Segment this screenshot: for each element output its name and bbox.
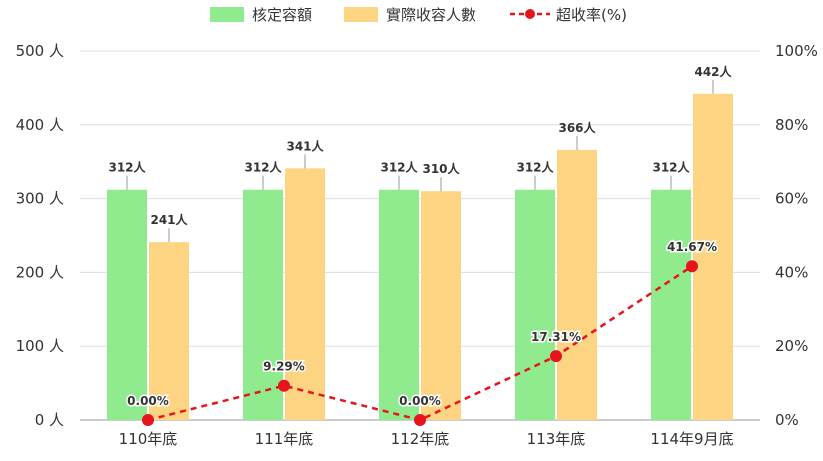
bar-data-label: 366人 — [558, 120, 596, 135]
right-tick-label: 80% — [775, 116, 808, 134]
left-tick-label: 300 人 — [16, 190, 64, 208]
bar-data-label: 312人 — [244, 160, 282, 175]
x-tick-label: 114年9月底 — [650, 430, 733, 448]
legend: 核定容額 實際收容人數 超收率(%) — [210, 6, 627, 24]
bar — [651, 189, 691, 420]
bar-data-label: 312人 — [516, 160, 554, 175]
overflow-rate-point — [686, 260, 698, 273]
overflow-rate-point — [414, 414, 426, 426]
bar — [379, 189, 419, 420]
grid — [80, 50, 760, 421]
legend-label: 實際收容人數 — [386, 6, 476, 24]
bars — [107, 93, 733, 420]
bar — [515, 189, 555, 420]
bar-data-label: 442人 — [694, 64, 732, 79]
x-tick-label: 111年底 — [255, 430, 314, 448]
overflow-rate-line: 0.00% 9.29% 0.00% 17.31% 41.67% — [126, 239, 718, 426]
x-axis: 110年底 111年底 112年底 113年底 114年9月底 — [119, 430, 734, 448]
right-tick-label: 20% — [775, 337, 808, 355]
bar — [285, 168, 325, 420]
x-tick-label: 112年底 — [391, 430, 450, 448]
bar-data-label: 312人 — [108, 160, 146, 175]
left-tick-label: 0 人 — [35, 411, 64, 429]
left-axis: 0 人 100 人 200 人 300 人 400 人 500 人 — [16, 42, 64, 429]
bar — [107, 189, 147, 420]
legend-swatch — [344, 7, 378, 22]
x-tick-label: 110年底 — [119, 430, 178, 448]
left-tick-label: 200 人 — [16, 263, 64, 281]
bar — [243, 189, 283, 420]
overflow-rate-label: 41.67% — [667, 240, 717, 254]
legend-label: 核定容額 — [252, 6, 312, 24]
x-tick-label: 113年底 — [527, 430, 586, 448]
left-tick-label: 100 人 — [16, 337, 64, 355]
right-tick-label: 100% — [775, 42, 818, 60]
bar — [149, 242, 189, 420]
overflow-rate-point — [550, 350, 562, 363]
right-tick-label: 40% — [775, 263, 808, 281]
right-tick-label: 0% — [775, 411, 799, 429]
right-tick-label: 60% — [775, 190, 808, 208]
label-leaders — [126, 79, 714, 243]
left-tick-label: 500 人 — [16, 42, 64, 60]
overflow-rate-point — [142, 414, 154, 426]
bar-data-label: 312人 — [380, 160, 418, 175]
overflow-rate-point — [278, 379, 290, 392]
bar — [421, 191, 461, 420]
bar-data-label: 341人 — [286, 138, 324, 153]
overflow-rate-label: 0.00% — [399, 394, 441, 408]
legend-marker — [525, 9, 535, 19]
overflow-rate-label: 9.29% — [263, 360, 305, 374]
legend-swatch — [210, 7, 244, 22]
bar — [557, 149, 597, 420]
legend-label: 超收率(%) — [556, 6, 627, 24]
bar-data-label: 241人 — [150, 212, 188, 227]
bar-data-label: 312人 — [652, 160, 690, 175]
bar — [693, 93, 733, 420]
overflow-rate-label: 17.31% — [531, 330, 581, 344]
right-axis: 0% 20% 40% 60% 80% 100% — [775, 42, 818, 429]
bar-data-label: 310人 — [422, 161, 460, 176]
bar-labels: 312人 312人 312人 312人 312人 241人 341人 310人 366人 442人 — [108, 64, 732, 227]
overflow-rate-label: 0.00% — [127, 394, 169, 408]
left-tick-label: 400 人 — [16, 116, 64, 134]
